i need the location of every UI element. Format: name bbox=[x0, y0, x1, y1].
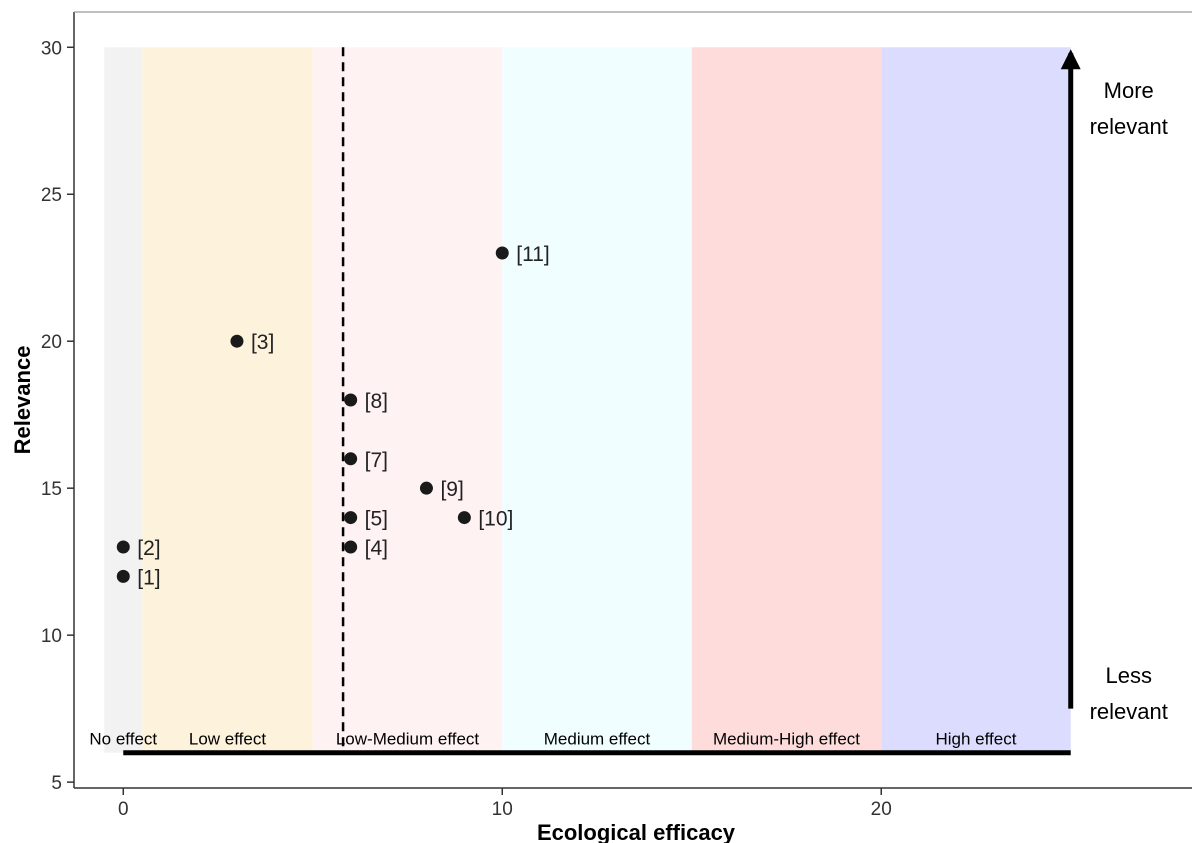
point-label-8: [10] bbox=[478, 508, 513, 531]
point-label-1: [2] bbox=[137, 537, 160, 560]
y-axis-title: Relevance bbox=[10, 346, 35, 455]
band-0 bbox=[104, 47, 143, 753]
data-point-3 bbox=[344, 540, 358, 554]
data-point-labels: [1] [2] [3] [4] [5] [7] [8] [9] [10] [11] bbox=[137, 243, 549, 589]
x-tick-label-0: 0 bbox=[118, 799, 129, 820]
data-point-9 bbox=[495, 246, 509, 260]
band-label-2: Low-Medium effect bbox=[336, 730, 480, 749]
point-label-6: [8] bbox=[365, 390, 388, 413]
band-5 bbox=[881, 47, 1071, 753]
x-tick-label-2: 20 bbox=[871, 799, 892, 820]
band-label-0: No effect bbox=[89, 730, 157, 749]
data-point-1 bbox=[116, 540, 130, 554]
x-tick-label-1: 10 bbox=[492, 799, 513, 820]
data-point-2 bbox=[230, 334, 244, 348]
effect-band-labels: No effect Low effect Low-Medium effect Medi… bbox=[89, 730, 1016, 749]
data-point-6 bbox=[344, 393, 358, 407]
x-axis-title: Ecological efficacy bbox=[537, 820, 736, 843]
y-tick-label-0: 5 bbox=[51, 773, 62, 794]
band-1 bbox=[142, 47, 313, 753]
y-axis-ticks: 5 10 15 20 25 30 bbox=[41, 38, 74, 794]
x-axis-ticks: 0 10 20 bbox=[118, 788, 892, 820]
data-point-0 bbox=[116, 569, 130, 583]
point-label-2: [3] bbox=[251, 331, 274, 354]
arrow-top-label: More relevant bbox=[1090, 78, 1168, 139]
arrow-bottom-label: Less relevant bbox=[1090, 663, 1168, 724]
data-point-7 bbox=[419, 481, 433, 495]
band-label-5: High effect bbox=[935, 730, 1016, 749]
y-tick-label-1: 10 bbox=[41, 626, 62, 647]
point-label-3: [4] bbox=[365, 537, 388, 560]
band-label-4: Medium-High effect bbox=[713, 730, 860, 749]
y-tick-label-4: 25 bbox=[41, 185, 62, 206]
axes bbox=[73, 11, 1192, 789]
effect-bands bbox=[104, 47, 1071, 753]
data-points bbox=[116, 246, 509, 583]
band-3 bbox=[502, 47, 692, 753]
band-2 bbox=[312, 47, 503, 753]
point-label-0: [1] bbox=[137, 566, 160, 589]
band-4 bbox=[691, 47, 882, 753]
y-tick-label-3: 20 bbox=[41, 332, 62, 353]
data-point-8 bbox=[457, 511, 471, 525]
point-label-7: [9] bbox=[440, 478, 463, 501]
data-point-4 bbox=[344, 511, 358, 525]
data-point-5 bbox=[344, 452, 358, 466]
band-label-1: Low effect bbox=[189, 730, 266, 749]
y-tick-label-5: 30 bbox=[41, 38, 62, 59]
band-label-3: Medium effect bbox=[544, 730, 651, 749]
point-label-5: [7] bbox=[365, 449, 388, 472]
y-tick-label-2: 15 bbox=[41, 479, 62, 500]
point-label-9: [11] bbox=[516, 243, 549, 266]
point-label-4: [5] bbox=[365, 508, 388, 531]
